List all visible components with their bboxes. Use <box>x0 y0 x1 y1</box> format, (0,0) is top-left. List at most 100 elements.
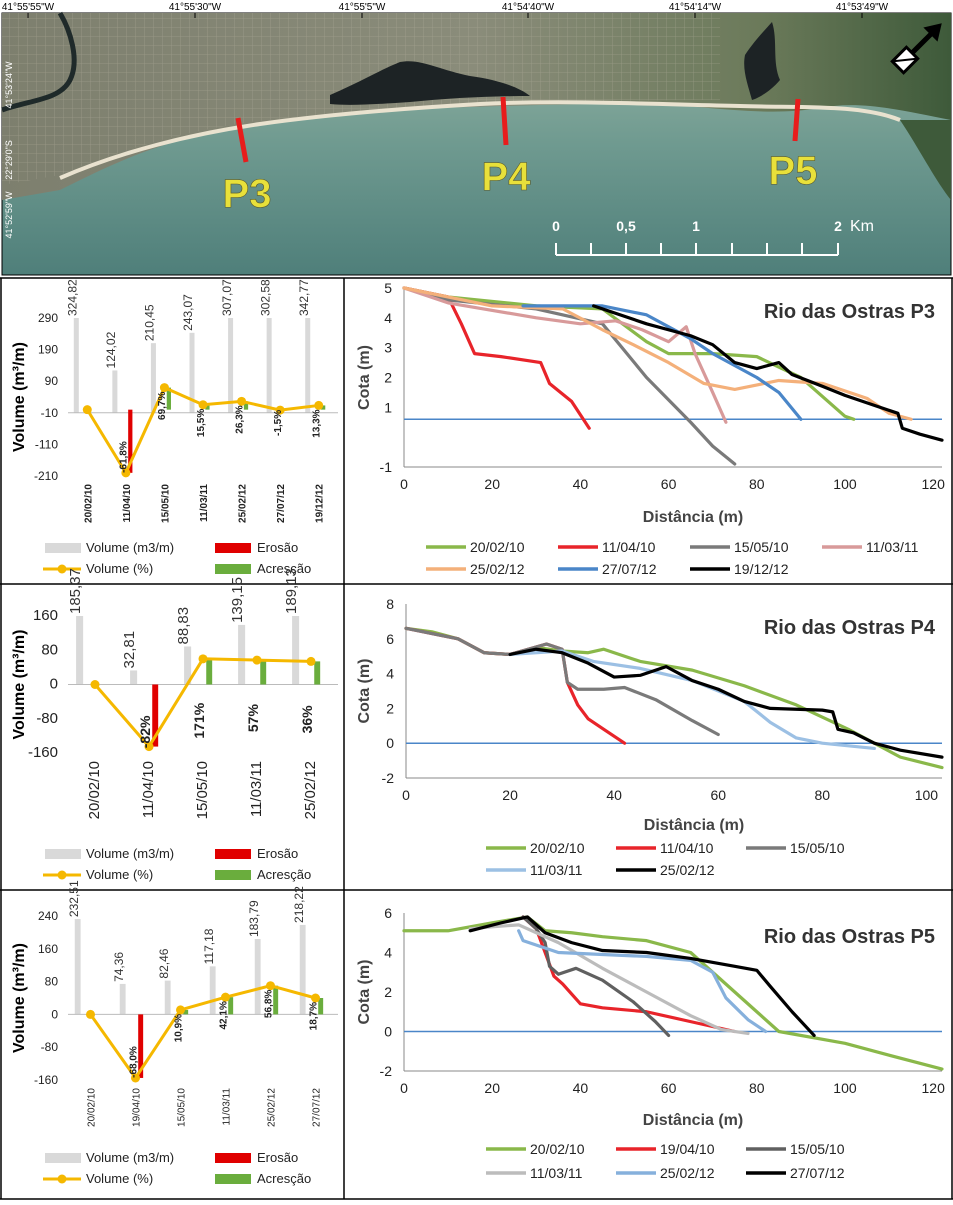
legend-label: Volume (%) <box>86 867 153 882</box>
legend-marker <box>57 564 67 574</box>
volume-value-label: 302,58 <box>258 279 272 316</box>
profile-xlabel: Distância (m) <box>644 817 744 834</box>
profile-series-line <box>402 286 856 421</box>
percent-point <box>176 1005 185 1015</box>
volume-ytick: -110 <box>35 437 58 451</box>
volume-bar <box>184 646 192 685</box>
legend-label: Volume (%) <box>86 561 153 576</box>
profile-ytick: 0 <box>384 1024 392 1040</box>
profile-legend-label: 11/03/11 <box>530 1165 583 1181</box>
percent-label: 69,7% <box>157 392 168 420</box>
profile-ytick: -2 <box>382 770 395 786</box>
percent-point <box>86 1009 95 1019</box>
map-overlay: 41°55'55"W 41°55'30"W 41°55'5"W 41°54'40"W 4… <box>2 2 942 256</box>
percent-point <box>237 396 247 406</box>
profile-xtick: 20 <box>484 476 500 492</box>
accretion-bar <box>183 1009 189 1015</box>
map-coord-top: 41°54'40"W <box>502 2 555 13</box>
profile-ytick: 3 <box>384 340 392 356</box>
profile-xtick: 60 <box>661 476 677 492</box>
profile-xtick: 20 <box>502 787 518 803</box>
legend-label: Erosão <box>257 1150 298 1165</box>
profile-legend-label: 25/02/12 <box>470 561 525 577</box>
profile-xtick: 0 <box>400 1080 408 1096</box>
map-coord-top: 41°54'14"W <box>669 2 722 13</box>
map-headland <box>900 120 951 200</box>
map-river <box>1 11 77 113</box>
volume-ytick: -10 <box>41 406 59 420</box>
profile-marker <box>792 98 801 142</box>
map-coord-left: 41°53'24"W <box>4 61 14 109</box>
satellite-map <box>1 11 952 276</box>
profile-legend-label: 20/02/10 <box>470 539 525 555</box>
percent-point <box>198 400 208 410</box>
legend-label: Erosão <box>257 540 298 555</box>
legend-swatch-accretion <box>215 1174 251 1184</box>
profile-xlabel: Distância (m) <box>643 509 743 526</box>
profile-label: P5 <box>769 149 818 193</box>
profile-title: Rio das Ostras P5 <box>764 926 935 948</box>
profile-ytick: 6 <box>384 905 392 921</box>
percent-label: -82% <box>137 715 153 748</box>
profile-series-line <box>402 286 728 424</box>
accretion-bar <box>260 660 267 685</box>
percent-label: -68,0% <box>128 1046 139 1078</box>
percent-point <box>144 742 154 752</box>
legend-swatch-volume <box>45 849 81 859</box>
volume-ytick: 80 <box>45 975 59 989</box>
volume-ytick: 0 <box>50 676 58 693</box>
volume-ylabel: Volume (m³/m) <box>11 342 28 452</box>
percent-label: -61,8% <box>119 441 130 473</box>
volume-value-label: 124,02 <box>104 331 118 368</box>
volume-bar <box>209 966 216 1015</box>
percent-point <box>121 468 131 478</box>
percent-label: 18,7% <box>308 1002 319 1030</box>
profile-series-line <box>508 647 944 759</box>
volume-value-label: 210,45 <box>143 304 157 341</box>
percent-point <box>159 383 169 393</box>
map-coord-left: 22°29'0"S <box>4 140 14 180</box>
scale-label: 1 <box>692 218 700 234</box>
legend-label: Acresção <box>257 867 311 882</box>
volume-category: 15/05/10 <box>194 761 211 819</box>
volume-category: 11/03/11 <box>248 761 265 817</box>
profile-legend-label: 15/05/10 <box>734 539 789 555</box>
volume-bar <box>305 318 311 413</box>
legend-label: Volume (%) <box>86 1171 153 1186</box>
profile-label: P4 <box>482 155 532 199</box>
volume-ytick: -160 <box>28 744 58 761</box>
erosion-bar <box>128 409 133 473</box>
scale-label: 0 <box>552 218 560 234</box>
volume-category: 19/12/12 <box>315 484 326 523</box>
volume-ylabel: Volume (m³/m) <box>11 630 28 740</box>
profile-series-line <box>468 915 816 1038</box>
volume-category: 11/03/11 <box>222 1088 233 1126</box>
volume-ytick: 0 <box>51 1007 58 1021</box>
legend-marker <box>57 870 67 880</box>
profile-xtick: 100 <box>915 787 939 803</box>
profile-legend-label: 27/07/12 <box>790 1165 845 1181</box>
volume-category: 11/03/11 <box>199 484 210 522</box>
profile-legend-label: 15/05/10 <box>790 840 845 856</box>
legend-swatch-accretion <box>215 564 251 574</box>
accretion-bar <box>228 997 234 1015</box>
percent-line <box>89 984 316 1081</box>
profile-ytick: 2 <box>384 984 392 1000</box>
volume-bar <box>299 924 306 1015</box>
volume-bar <box>119 983 126 1015</box>
percent-label: 10,9% <box>173 1014 184 1042</box>
profile-series-line <box>592 304 944 442</box>
legend-swatch-accretion <box>215 870 251 880</box>
profile-ytick: -2 <box>380 1063 393 1079</box>
profile-xtick: 20 <box>484 1080 500 1096</box>
profile-ylabel: Cota (m) <box>356 960 373 1025</box>
volume-value-label: 88,83 <box>175 607 192 645</box>
accretion-bar <box>314 661 321 685</box>
legend-swatch-volume <box>45 1153 81 1163</box>
accretion-bar <box>321 405 326 410</box>
profile-series-line <box>402 286 737 466</box>
volume-bar <box>112 370 118 413</box>
profile-ytick: -1 <box>380 459 393 475</box>
